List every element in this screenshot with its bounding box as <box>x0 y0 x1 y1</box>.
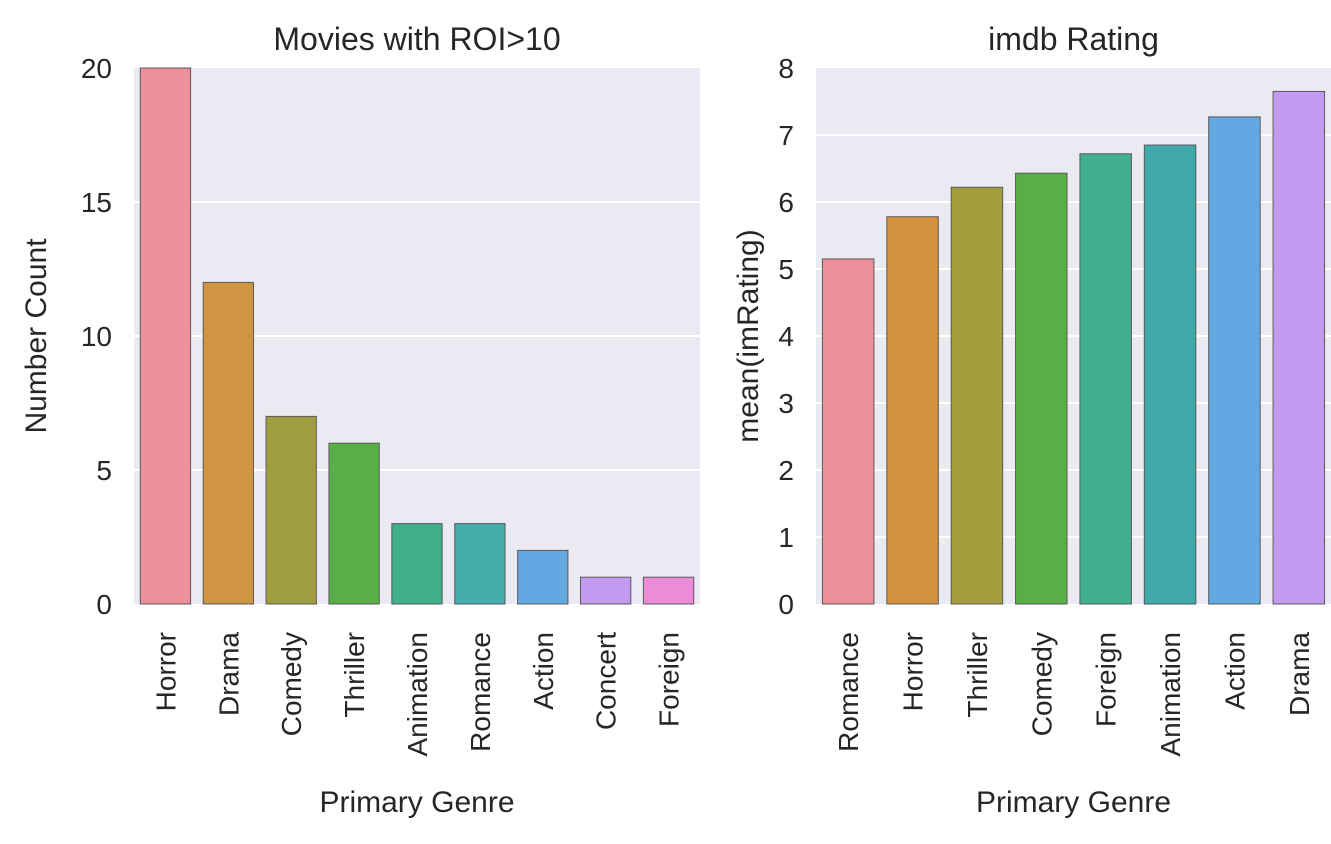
y-tick-labels: 0 5 10 15 20 <box>81 53 112 620</box>
bar-thriller <box>328 442 380 605</box>
x-tick-label: Comedy <box>276 632 307 736</box>
y-tick-label: 6 <box>778 187 794 218</box>
chart-imdb-rating: 0 1 2 3 4 5 6 7 8 Romance Horror Thriller Comedy For… <box>732 21 1331 819</box>
y-axis-label: mean(imRating) <box>732 229 765 442</box>
bar-animation <box>391 523 443 605</box>
bars <box>139 67 695 605</box>
x-tick-label: Thriller <box>962 632 993 718</box>
bar-foreign <box>1079 153 1132 605</box>
y-tick-label: 0 <box>778 589 794 620</box>
y-axis-label: Number Count <box>20 238 53 434</box>
y-tick-label: 5 <box>778 254 794 285</box>
bar-romance <box>821 258 875 605</box>
y-tick-label: 1 <box>778 522 794 553</box>
y-tick-label: 5 <box>96 455 112 486</box>
bar-horror <box>139 67 192 605</box>
x-tick-label: Comedy <box>1026 632 1057 736</box>
x-tick-label: Drama <box>213 632 244 716</box>
bar-concert <box>580 576 632 605</box>
bars <box>821 90 1326 605</box>
y-tick-label: 4 <box>778 321 794 352</box>
x-tick-label: Action <box>1219 632 1250 710</box>
x-tick-label: Concert <box>591 632 622 730</box>
bar-drama <box>202 281 254 605</box>
y-tick-label: 15 <box>81 187 112 218</box>
x-tick-label: Thriller <box>339 632 370 718</box>
y-tick-label: 20 <box>81 53 112 84</box>
x-tick-labels: Horror Drama Comedy Thriller Animation Romanc… <box>150 632 684 757</box>
y-tick-label: 0 <box>96 589 112 620</box>
bar-drama <box>1272 90 1326 605</box>
bar-romance <box>454 523 506 605</box>
x-axis-label: Primary Genre <box>976 786 1171 819</box>
x-tick-label: Foreign <box>654 632 685 727</box>
chart-roi-count: 0 5 10 15 20 Horror Drama Comedy Thriller Animat… <box>20 21 700 819</box>
y-tick-label: 7 <box>778 120 794 151</box>
y-tick-label: 3 <box>778 388 794 419</box>
bar-action <box>517 549 569 605</box>
bar-action <box>1208 116 1261 605</box>
chart-title: imdb Rating <box>988 21 1159 57</box>
y-tick-label: 2 <box>778 455 794 486</box>
x-axis-label: Primary Genre <box>319 786 514 819</box>
y-tick-label: 10 <box>81 321 112 352</box>
x-tick-labels: Romance Horror Thriller Comedy Foreign Animat… <box>833 632 1315 757</box>
x-tick-label: Horror <box>898 632 929 711</box>
chart-title: Movies with ROI>10 <box>273 21 560 57</box>
x-tick-label: Action <box>528 632 559 710</box>
x-tick-label: Horror <box>150 632 181 711</box>
y-tick-label: 8 <box>778 53 794 84</box>
bar-horror <box>886 216 939 605</box>
bar-comedy <box>265 415 317 605</box>
x-tick-label: Drama <box>1284 632 1315 716</box>
x-tick-label: Romance <box>833 632 864 752</box>
x-tick-label: Foreign <box>1091 632 1122 727</box>
x-tick-label: Romance <box>465 632 496 752</box>
bar-thriller <box>950 186 1004 605</box>
bar-foreign <box>642 576 695 605</box>
bar-comedy <box>1015 172 1068 605</box>
x-tick-label: Animation <box>402 632 433 757</box>
y-tick-labels: 0 1 2 3 4 5 6 7 8 <box>778 53 794 620</box>
x-tick-label: Animation <box>1155 632 1186 757</box>
bar-animation <box>1143 144 1197 605</box>
